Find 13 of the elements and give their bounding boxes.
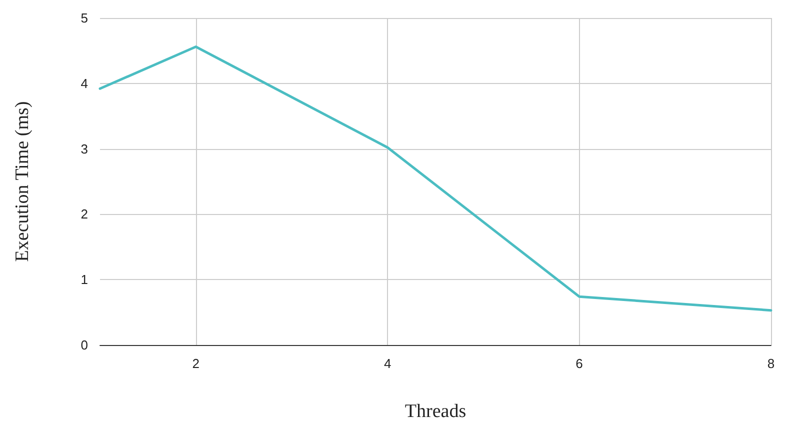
y-axis-title: Execution Time (ms): [12, 101, 33, 262]
y-tick-label: 0: [80, 338, 88, 352]
y-tick-label: 2: [80, 206, 88, 222]
x-tick-label: 8: [767, 356, 775, 371]
y-tick-label: 1: [80, 272, 88, 288]
x-tick-label: 4: [384, 356, 392, 371]
y-tick-label: 4: [80, 76, 88, 91]
x-tick-label: 2: [192, 356, 200, 371]
y-tick-label: 5: [80, 10, 88, 26]
x-axis-title: Threads: [404, 401, 466, 422]
line-series: [98, 46, 772, 312]
y-tick-label: 3: [80, 141, 88, 156]
x-tick-label: 6: [576, 356, 583, 371]
